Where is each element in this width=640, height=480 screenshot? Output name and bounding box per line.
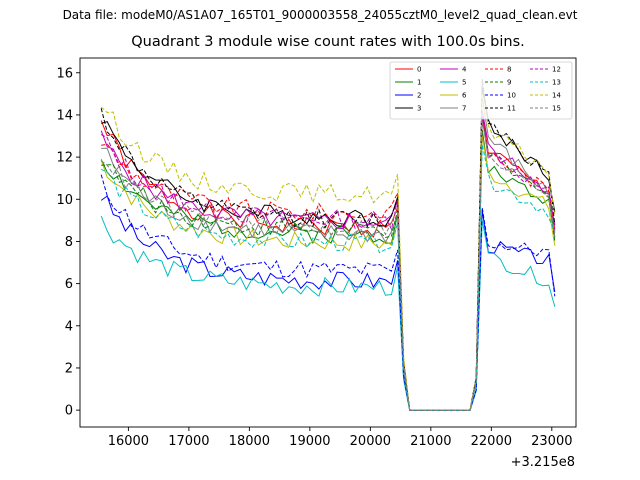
series-line [100, 129, 556, 411]
ticks-layer: 16000 17000 18000 19000 20000 21000 22000 23000… [56, 66, 572, 449]
legend-box [389, 61, 573, 120]
legend-label: 1 [417, 79, 421, 87]
plot-frame [79, 57, 577, 428]
y-tick-label: 8 [65, 235, 73, 250]
series-layer [100, 79, 556, 411]
x-tick-label: 19000 [289, 434, 330, 449]
legend-label: 9 [507, 79, 511, 87]
series-line [100, 174, 556, 411]
y-tick-label: 10 [56, 193, 73, 208]
legend-label: 6 [462, 92, 467, 100]
series-line [100, 121, 556, 411]
legend-label: 10 [507, 92, 516, 100]
legend-label: 3 [417, 105, 421, 113]
y-tick-label: 6 [65, 277, 73, 292]
legend-label: 14 [552, 92, 561, 100]
y-tick-label: 14 [56, 108, 73, 123]
legend-label: 5 [462, 79, 466, 87]
y-tick-label: 12 [56, 151, 73, 166]
legend-label: 12 [552, 66, 561, 74]
x-tick-label: 17000 [168, 434, 209, 449]
legend-label: 8 [507, 66, 511, 74]
series-line [100, 110, 556, 411]
legend-label: 15 [552, 105, 561, 113]
x-tick-label: 21000 [410, 434, 451, 449]
x-tick-label: 16000 [108, 434, 149, 449]
x-tick-label: 20000 [350, 434, 391, 449]
x-tick-label: 23000 [531, 434, 572, 449]
legend-label: 0 [417, 66, 421, 74]
y-tick-label: 0 [65, 404, 73, 419]
legend-label: 4 [462, 66, 467, 74]
x-offset-label: +3.215e8 [511, 455, 575, 470]
series-line [100, 110, 556, 411]
x-tick-label: 18000 [229, 434, 270, 449]
legend-label: 13 [552, 79, 561, 87]
y-tick-label: 16 [56, 66, 73, 81]
series-line [100, 144, 556, 411]
figure-suptitle: Data file: modeM0/AS1A07_165T01_90000035… [62, 8, 578, 22]
x-tick-label: 22000 [471, 434, 512, 449]
legend-label: 2 [417, 92, 421, 100]
legend-label: 7 [462, 105, 466, 113]
legend-label: 11 [507, 105, 516, 113]
y-tick-label: 2 [65, 361, 73, 376]
chart-title: Quadrant 3 module wise count rates with … [131, 34, 525, 50]
y-tick-label: 4 [65, 319, 73, 334]
series-line [100, 215, 556, 411]
series-line [100, 79, 556, 411]
